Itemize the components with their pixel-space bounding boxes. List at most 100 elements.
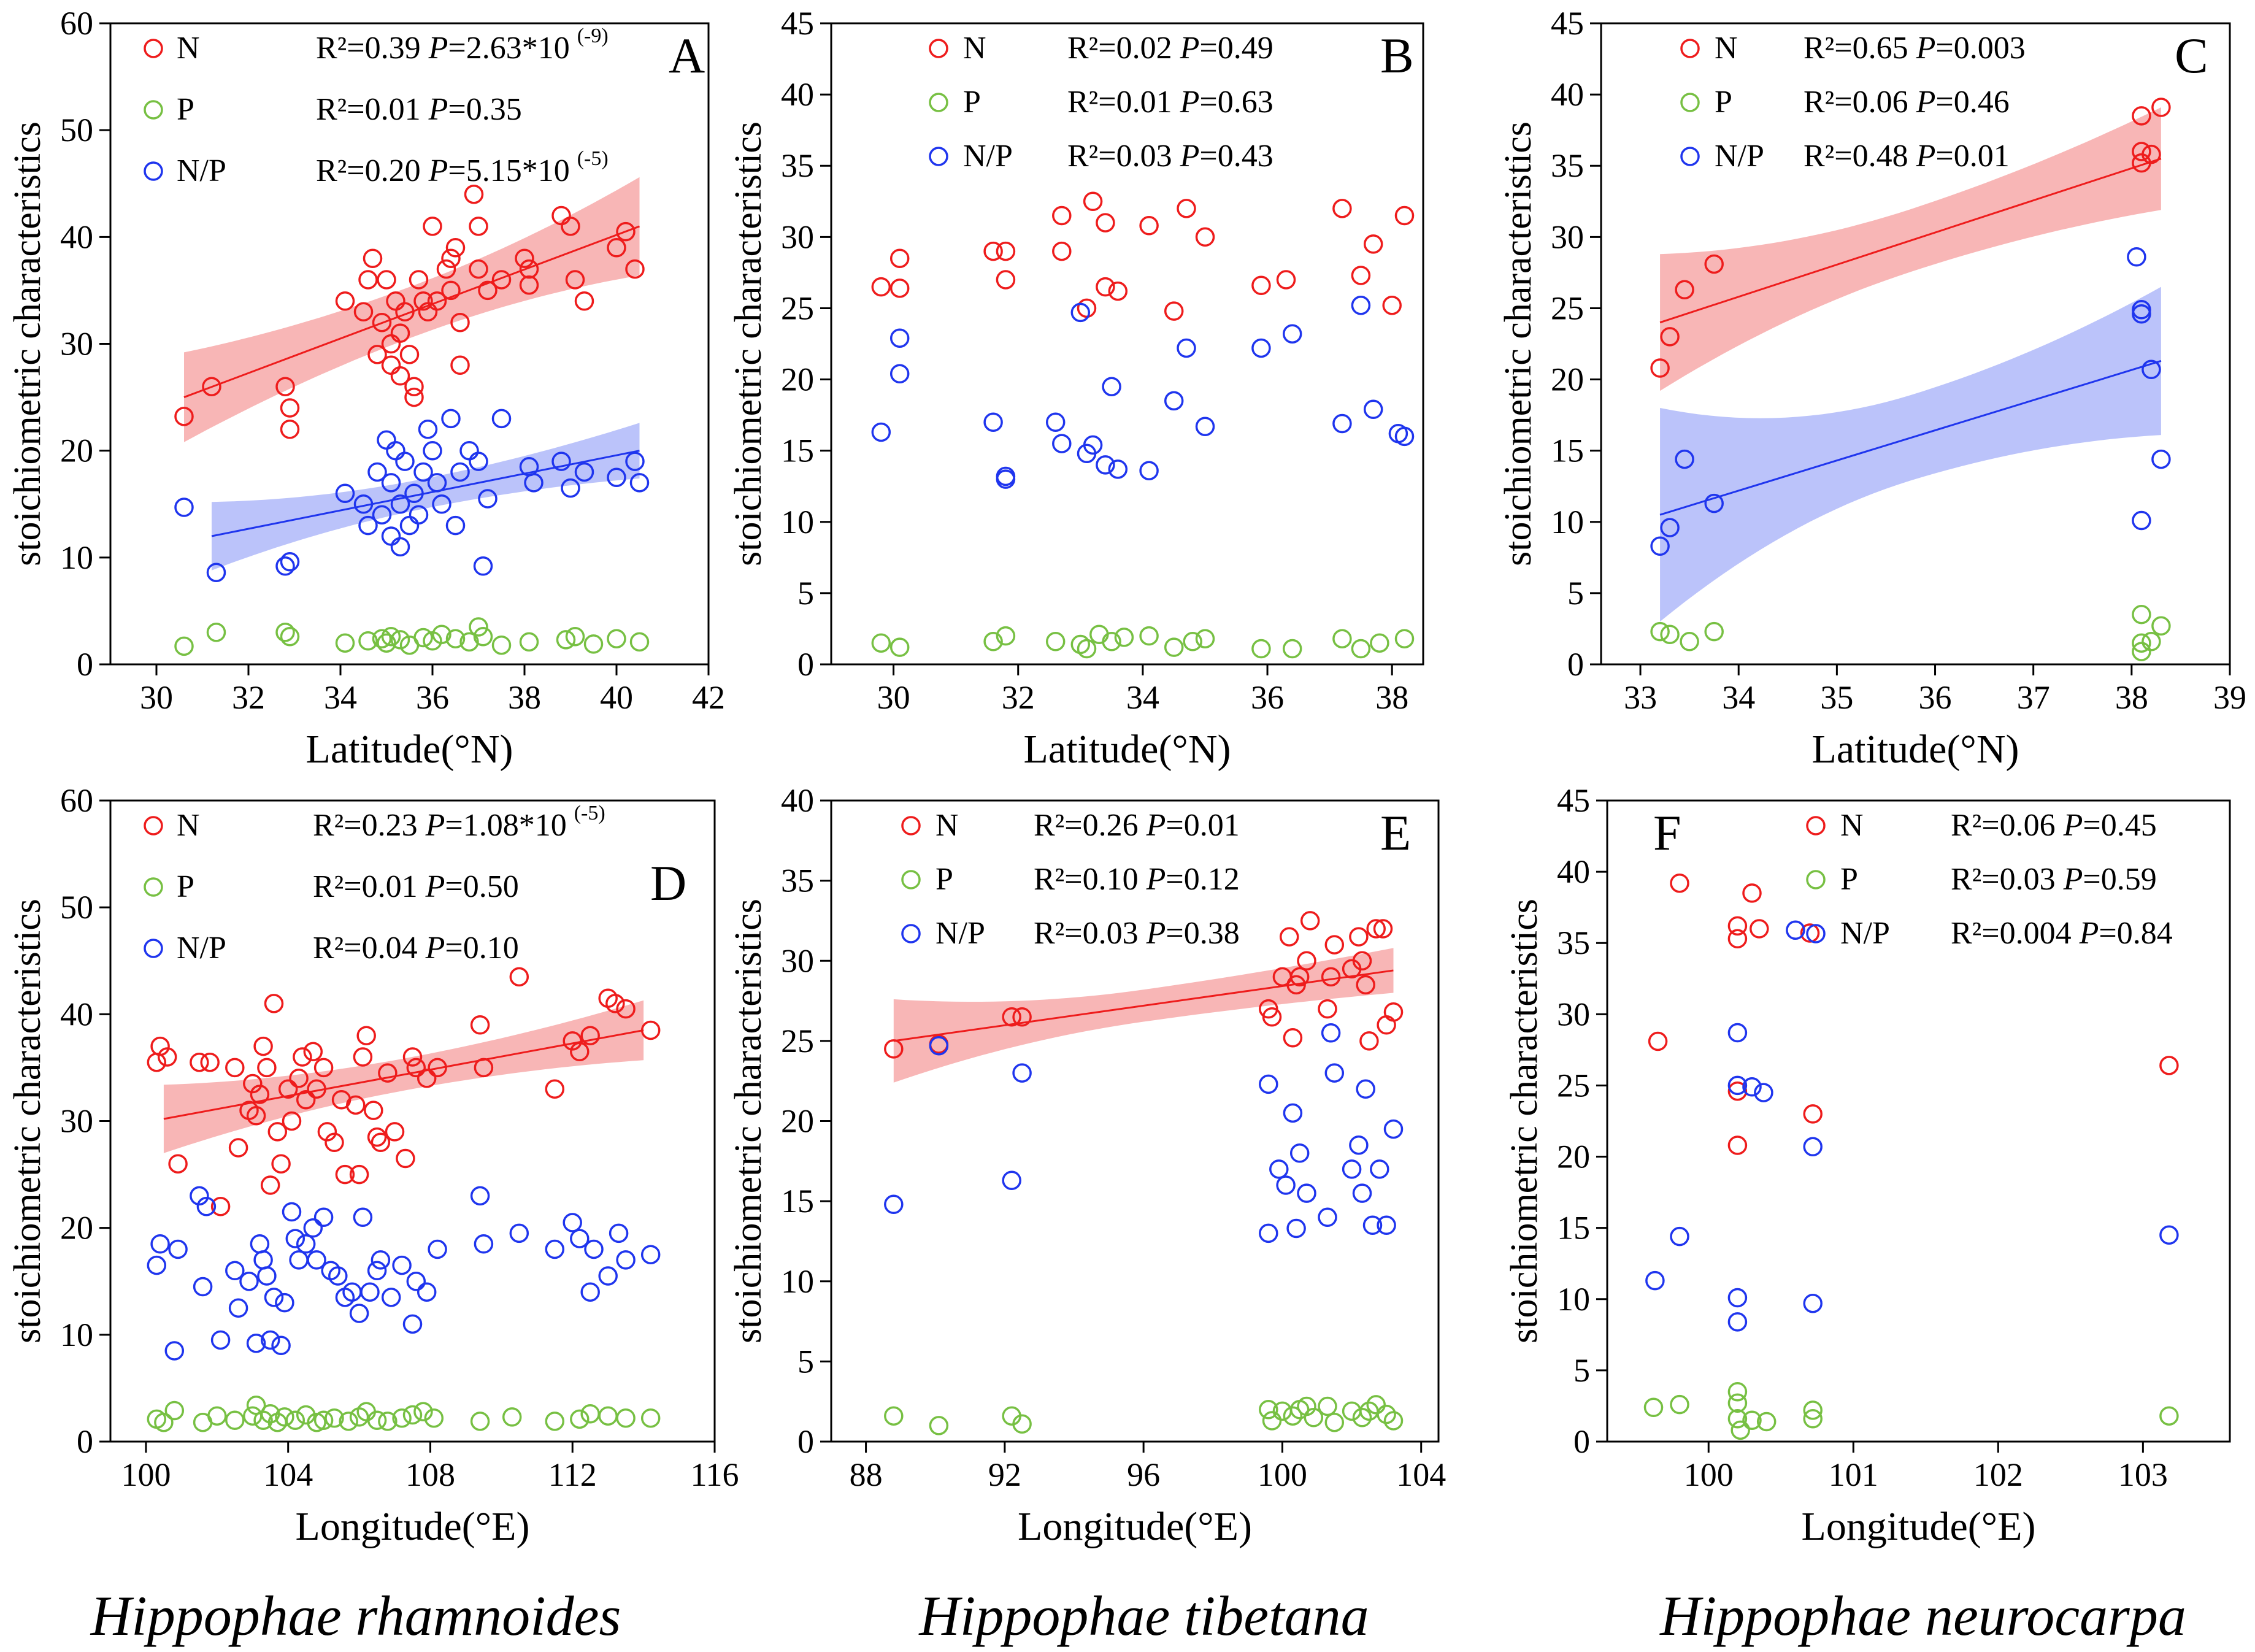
data-point-n xyxy=(515,248,534,268)
data-point-p xyxy=(889,637,910,657)
data-point-n xyxy=(157,1047,177,1067)
data-point-p xyxy=(207,1406,227,1426)
y-tick-label: 0 xyxy=(797,646,814,683)
data-point-p xyxy=(1352,1408,1372,1427)
data-point-np xyxy=(545,1239,565,1259)
data-point-n xyxy=(565,270,585,290)
data-point-p xyxy=(1114,628,1134,647)
data-point-p xyxy=(367,1410,387,1430)
panel-d: 100 104 108 112 116 0 10 20 30 40 50 60 Longitude(°E… xyxy=(7,782,739,1549)
data-point-p xyxy=(432,624,451,644)
data-point-p xyxy=(470,1412,490,1431)
data-point-np xyxy=(257,1266,277,1286)
legend-marker-np xyxy=(144,939,163,958)
data-point-np xyxy=(1012,1063,1032,1083)
data-point-n xyxy=(1324,935,1345,955)
data-point-n xyxy=(260,1175,280,1195)
data-point-n xyxy=(470,1015,490,1035)
data-point-np xyxy=(260,1330,280,1350)
data-point-p xyxy=(983,632,1003,651)
data-point-n xyxy=(200,1052,220,1072)
data-point-n xyxy=(395,302,415,322)
x-tick-label: 36 xyxy=(1251,679,1284,716)
x-tick-label: 108 xyxy=(405,1456,455,1493)
y-tick-label: 60 xyxy=(60,5,93,42)
data-point-np xyxy=(2132,304,2151,324)
x-tick-label: 104 xyxy=(1396,1456,1446,1493)
data-point-n xyxy=(280,420,300,439)
data-point-n xyxy=(1366,919,1386,939)
data-point-p xyxy=(1102,632,1121,651)
data-point-np xyxy=(381,526,401,546)
data-point-n xyxy=(1096,277,1115,297)
data-point-p xyxy=(1262,1411,1282,1431)
data-point-np xyxy=(406,1272,426,1291)
data-point-p xyxy=(871,633,891,653)
data-point-n xyxy=(519,275,539,295)
data-point-n xyxy=(1704,254,1724,274)
data-point-np xyxy=(371,1250,391,1270)
data-point-p xyxy=(1680,632,1699,651)
x-tick-label: 32 xyxy=(232,679,265,716)
data-point-np xyxy=(1276,1175,1296,1195)
data-point-np xyxy=(313,1207,334,1227)
data-point-np xyxy=(929,1035,949,1056)
x-tick-label: 96 xyxy=(1127,1456,1160,1493)
legend-marker-p xyxy=(1680,93,1700,112)
panel-c: 33 34 35 36 37 38 39 0 5 10 15 20 25 30 35 40 45 Latitude… xyxy=(1497,5,2246,772)
x-tick-label: 42 xyxy=(692,679,725,716)
y-tick-label: 45 xyxy=(1551,5,1584,42)
data-point-np xyxy=(1282,324,1302,344)
data-point-np xyxy=(1363,399,1383,420)
data-point-np xyxy=(390,494,410,514)
data-point-np xyxy=(1742,1077,1762,1097)
data-point-np xyxy=(551,451,571,471)
data-point-n xyxy=(202,377,221,396)
data-point-np xyxy=(377,430,396,450)
data-point-n xyxy=(271,1154,291,1174)
y-tick-label: 25 xyxy=(781,1023,814,1059)
data-point-n xyxy=(983,241,1003,261)
data-point-p xyxy=(1332,629,1352,648)
data-point-n xyxy=(1251,275,1271,296)
data-point-n xyxy=(996,241,1016,261)
data-point-np xyxy=(296,1234,316,1254)
stat-p: R²=0.03 P=0.59 xyxy=(1951,862,2157,897)
data-point-n xyxy=(580,1026,600,1045)
data-point-n xyxy=(353,1047,373,1067)
data-point-n xyxy=(1283,1028,1303,1048)
data-point-np xyxy=(358,515,378,536)
data-point-np xyxy=(1704,493,1724,513)
data-point-n xyxy=(1332,199,1352,218)
data-point-n xyxy=(289,1069,309,1088)
data-point-p xyxy=(280,626,300,647)
y-axis-label: stoichiometric characteristics xyxy=(7,899,48,1343)
data-point-np xyxy=(271,1335,291,1356)
data-point-n xyxy=(1195,227,1215,247)
data-point-p xyxy=(381,626,401,647)
data-point-p xyxy=(1195,629,1215,648)
confidence-band-n xyxy=(893,948,1394,1083)
data-point-p xyxy=(390,630,410,650)
y-tick-label: 20 xyxy=(1551,361,1584,398)
panel-label: C xyxy=(2175,28,2208,83)
data-point-p xyxy=(413,1402,433,1421)
legend-label: P xyxy=(1840,862,1858,897)
plot-frame xyxy=(1606,799,2231,1443)
data-point-np xyxy=(1351,296,1371,315)
data-point-n xyxy=(1670,873,1689,893)
stat-np: R²=0.48 P=0.01 xyxy=(1804,139,2010,174)
legend-label: N/P xyxy=(935,916,985,951)
data-point-np xyxy=(190,1186,209,1206)
data-point-p xyxy=(445,629,466,648)
data-point-p xyxy=(556,630,576,650)
data-point-p xyxy=(275,623,295,642)
y-axis-label: stoichiometric characteristics xyxy=(728,899,769,1343)
data-point-n xyxy=(150,1036,170,1056)
data-point-n xyxy=(616,999,636,1019)
data-point-n xyxy=(1096,213,1115,232)
data-point-np xyxy=(335,483,355,504)
data-point-np xyxy=(509,1223,529,1243)
x-tick-label: 33 xyxy=(1624,679,1657,716)
y-tick-label: 25 xyxy=(1551,290,1584,326)
